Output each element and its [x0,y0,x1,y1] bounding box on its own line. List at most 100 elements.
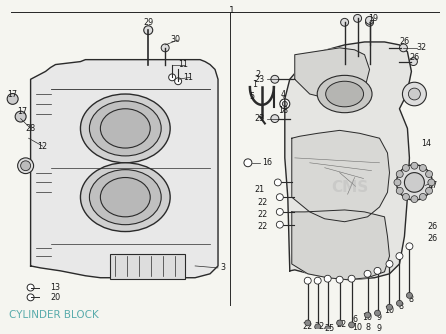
Text: 17: 17 [8,90,18,99]
Text: 26: 26 [409,53,420,62]
Circle shape [409,58,417,65]
Circle shape [144,26,153,35]
Ellipse shape [326,81,363,107]
Circle shape [402,82,426,106]
Circle shape [428,179,435,186]
Circle shape [348,275,355,282]
Ellipse shape [80,163,170,231]
Text: 21: 21 [255,185,265,194]
Text: 22: 22 [302,322,313,331]
Text: 10: 10 [384,306,394,315]
Circle shape [169,74,176,81]
Text: 22: 22 [258,210,268,219]
Circle shape [375,310,380,316]
Text: 8: 8 [399,302,404,311]
Circle shape [282,102,287,106]
Text: 20: 20 [50,293,61,302]
Circle shape [18,158,33,174]
Circle shape [396,187,403,194]
Polygon shape [292,210,389,280]
Circle shape [396,300,402,306]
Circle shape [386,261,393,268]
Circle shape [349,322,355,328]
Circle shape [21,161,31,171]
Circle shape [325,326,330,332]
Circle shape [341,18,349,26]
Text: 4: 4 [281,90,285,99]
Circle shape [27,294,34,301]
Text: 16: 16 [262,158,272,167]
Circle shape [394,179,401,186]
Circle shape [161,44,169,52]
Text: 19: 19 [368,14,379,23]
Circle shape [354,14,362,22]
Circle shape [425,187,433,194]
Circle shape [271,75,279,83]
Text: 23: 23 [255,114,265,123]
Text: 8: 8 [409,295,414,304]
Text: 26: 26 [427,222,438,231]
Circle shape [280,99,290,109]
Text: 29: 29 [143,18,153,27]
Text: 11: 11 [183,73,193,82]
Ellipse shape [100,177,150,217]
Circle shape [271,115,279,123]
Circle shape [277,208,283,215]
Text: 5: 5 [249,93,255,102]
Text: 27: 27 [427,181,438,190]
Text: 12: 12 [37,142,48,151]
Text: 6: 6 [352,316,357,324]
Circle shape [314,277,321,284]
Circle shape [419,165,426,171]
Polygon shape [292,130,389,222]
Bar [110,254,185,279]
Polygon shape [295,48,370,99]
Text: 22: 22 [258,222,268,231]
Circle shape [411,162,418,169]
Ellipse shape [100,109,150,148]
Text: 11: 11 [178,60,188,69]
Text: CYLINDER BLOCK: CYLINDER BLOCK [8,310,99,320]
Circle shape [274,179,281,186]
Text: 17: 17 [17,107,28,116]
Circle shape [374,268,381,274]
Circle shape [27,284,34,291]
Text: 9: 9 [377,324,382,333]
Text: 3: 3 [220,264,225,273]
Polygon shape [285,42,411,280]
Circle shape [402,193,409,200]
Text: 8: 8 [365,323,370,332]
Circle shape [396,171,403,177]
Text: 26: 26 [427,234,438,243]
Text: 1: 1 [252,80,257,89]
Text: 14: 14 [421,139,431,148]
Circle shape [396,165,432,200]
Circle shape [175,78,182,85]
Text: 28: 28 [25,124,36,133]
Circle shape [244,159,252,167]
Circle shape [364,270,371,277]
Text: 10: 10 [353,323,363,332]
Circle shape [419,193,426,200]
Text: 22: 22 [314,322,325,331]
Text: 23: 23 [255,75,265,84]
Circle shape [411,196,418,203]
Circle shape [396,253,403,260]
Circle shape [336,276,343,283]
Circle shape [7,94,18,104]
Ellipse shape [80,94,170,163]
Circle shape [364,312,371,318]
Text: 30: 30 [170,35,180,44]
Circle shape [277,194,283,201]
Circle shape [366,16,374,24]
Ellipse shape [317,75,372,113]
Text: 26: 26 [399,37,409,46]
Text: 22: 22 [258,198,268,207]
Circle shape [277,221,283,228]
Text: 22: 22 [336,320,347,329]
Circle shape [409,88,421,100]
Circle shape [406,243,413,250]
Text: 13: 13 [50,283,61,292]
Circle shape [366,18,374,26]
Circle shape [405,173,425,192]
